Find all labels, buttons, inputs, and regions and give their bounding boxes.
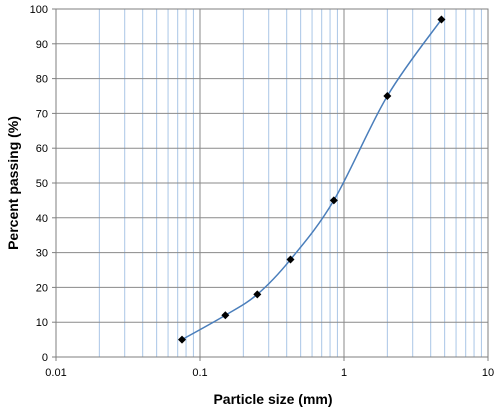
y-axis-title: Percent passing (%) (5, 116, 21, 250)
data-point-marker (178, 335, 187, 344)
y-tick-label: 0 (42, 352, 48, 364)
x-tick-label: 10 (482, 367, 494, 379)
x-tick-label: 1 (341, 367, 347, 379)
data-point-marker (221, 311, 230, 320)
major-gridlines (55, 8, 489, 358)
y-tick-label: 30 (36, 248, 48, 260)
x-axis-title: Particle size (mm) (213, 391, 332, 407)
data-point-marker (253, 290, 262, 299)
y-tick-label: 100 (30, 4, 48, 16)
data-point-marker (329, 196, 338, 205)
y-tick-label: 20 (36, 282, 48, 294)
x-tick-label: 0.01 (45, 367, 66, 379)
y-tick-label: 60 (36, 143, 48, 155)
y-tick-label: 50 (36, 178, 48, 190)
y-tick-label: 40 (36, 213, 48, 225)
data-point-marker (383, 92, 392, 100)
x-tick-label: 0.1 (192, 367, 207, 379)
y-tick-label: 10 (36, 317, 48, 329)
y-tick-label: 70 (36, 108, 48, 120)
tick-labels: 0 10 20 30 40 50 60 70 80 90 100 0.01 0.1 1 10 (30, 4, 494, 379)
data-point-marker (286, 255, 295, 264)
data-point-marker (437, 15, 446, 24)
y-tick-label: 90 (36, 39, 48, 51)
plot-area-frame (52, 8, 489, 361)
y-tick-label: 80 (36, 74, 48, 86)
series-layer (178, 15, 446, 344)
